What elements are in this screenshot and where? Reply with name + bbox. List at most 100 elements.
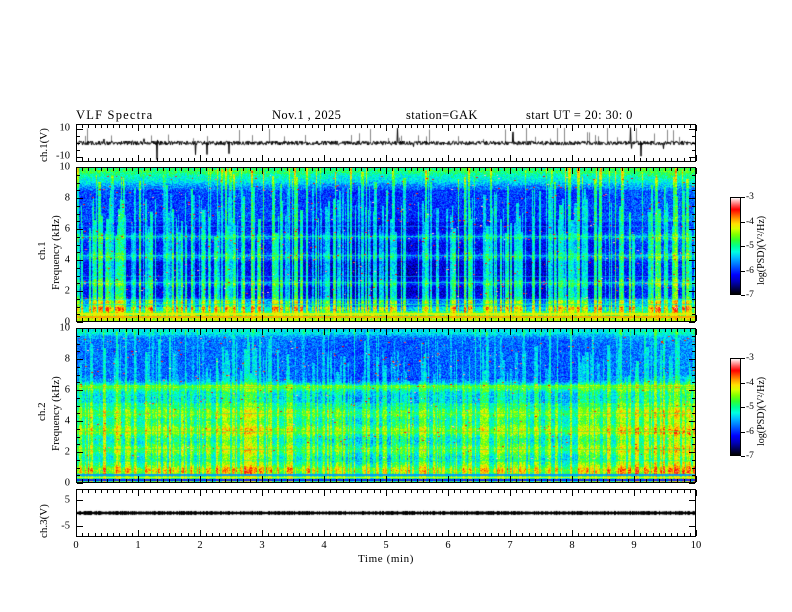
xtick-ch1-voltage: [225, 158, 226, 161]
x-axis-tick-label: 10: [690, 540, 702, 551]
xtick-ch3-voltage: [144, 533, 145, 536]
ytick-ch2-spectrogram: [77, 382, 80, 383]
xtick-ch1-spectrogram: [274, 168, 275, 171]
xtick-ch3-voltage: [423, 490, 424, 493]
x-axis-tick-label: 1: [135, 540, 141, 551]
xtick-ch3-voltage: [157, 490, 158, 493]
xtick-ch2-spectrogram: [485, 329, 486, 332]
xtick-ch1-spectrogram: [349, 318, 350, 321]
xtick-ch1-spectrogram: [150, 168, 151, 171]
xtick-ch1-spectrogram: [473, 318, 474, 321]
xtick-ch1-spectrogram: [398, 318, 399, 321]
xtick-ch2-spectrogram: [504, 329, 505, 332]
xtick-ch1-spectrogram: [522, 168, 523, 171]
xtick-ch1-voltage: [516, 158, 517, 161]
xtick-ch3-voltage: [467, 533, 468, 536]
ch1-voltage-ytick-neg10: -10: [56, 150, 70, 162]
xtick-ch1-voltage: [169, 125, 170, 128]
xtick-ch1-voltage: [299, 125, 300, 128]
ch1-colorbar-label: log(PSD)(V²/Hz): [756, 215, 767, 285]
xtick-ch2-spectrogram: [101, 479, 102, 482]
xtick-ch3-voltage: [411, 490, 412, 493]
xtick-ch3-voltage: [101, 490, 102, 493]
xtick-ch1-voltage: [597, 158, 598, 161]
xtick-ch2-spectrogram: [274, 329, 275, 332]
ytick-ch2-spectrogram: [77, 351, 80, 352]
xtick-ch3-voltage: [485, 533, 486, 536]
xtick-ch3-voltage: [572, 490, 573, 496]
xtick-ch2-spectrogram: [560, 479, 561, 482]
colorbar-tick-label-ch1: -4: [746, 216, 754, 227]
xtick-ch3-voltage: [274, 490, 275, 493]
xtick-ch3-voltage: [380, 533, 381, 536]
xtick-ch3-voltage: [82, 490, 83, 493]
xtick-ch1-spectrogram: [219, 318, 220, 321]
xtick-ch3-voltage: [349, 533, 350, 536]
xtick-ch3-voltage: [194, 490, 195, 493]
xtick-ch1-spectrogram: [262, 168, 263, 174]
xtick-ch1-voltage: [132, 125, 133, 128]
xtick-ch3-voltage: [603, 533, 604, 536]
xtick-ch3-voltage: [429, 490, 430, 493]
x-axis-tick-label: 9: [631, 540, 637, 551]
xtick-ch2-spectrogram: [491, 479, 492, 482]
xtick-ch1-spectrogram: [231, 318, 232, 321]
xtick-ch2-spectrogram: [194, 329, 195, 332]
xtick-ch3-voltage: [690, 490, 691, 493]
xtick-ch3-voltage: [126, 490, 127, 493]
xtick-ch1-voltage: [634, 125, 635, 131]
xtick-ch1-voltage: [467, 158, 468, 161]
xtick-ch2-spectrogram: [268, 329, 269, 332]
xtick-ch3-voltage: [299, 490, 300, 493]
xtick-ch2-spectrogram: [256, 329, 257, 332]
xtick-ch3-voltage: [231, 533, 232, 536]
ytick-ch2-spectrogram: [692, 406, 695, 407]
xtick-ch3-voltage: [597, 533, 598, 536]
ytick-ch2-spectrogram: [77, 444, 80, 445]
ytick-ch1-spectrogram: [692, 183, 695, 184]
ytick-ch3-voltage: [689, 513, 695, 514]
xtick-ch1-spectrogram: [584, 318, 585, 321]
xtick-ch1-spectrogram: [367, 318, 368, 321]
xtick-ch3-voltage: [243, 490, 244, 493]
xtick-ch1-voltage: [566, 158, 567, 161]
ytick-ch1-spectrogram: [692, 190, 695, 191]
ytick-ch2-spectrogram: [77, 336, 80, 337]
xtick-ch1-spectrogram: [163, 168, 164, 171]
xtick-ch2-spectrogram: [181, 329, 182, 332]
xtick-ch1-spectrogram: [281, 168, 282, 171]
ytick-label-ch1-spectrogram: 8: [64, 192, 70, 204]
xtick-ch3-voltage: [330, 533, 331, 536]
xtick-ch1-spectrogram: [659, 168, 660, 171]
xtick-ch1-voltage: [504, 158, 505, 161]
xtick-ch1-spectrogram: [417, 168, 418, 171]
xtick-ch1-voltage: [361, 125, 362, 128]
xtick-ch1-spectrogram: [485, 318, 486, 321]
xtick-ch3-voltage: [361, 533, 362, 536]
xtick-ch2-spectrogram: [293, 479, 294, 482]
xtick-ch1-spectrogram: [684, 168, 685, 171]
xtick-ch2-spectrogram: [206, 329, 207, 332]
xtick-ch1-spectrogram: [677, 318, 678, 321]
colorbar-tick-ch1: [741, 271, 745, 272]
xtick-ch1-voltage: [287, 158, 288, 161]
xtick-ch3-voltage: [138, 530, 139, 536]
xtick-ch2-spectrogram: [312, 329, 313, 332]
xtick-ch1-voltage: [671, 125, 672, 128]
xtick-ch2-spectrogram: [101, 329, 102, 332]
xtick-ch2-spectrogram: [206, 479, 207, 482]
xtick-ch2-spectrogram: [634, 329, 635, 335]
ytick-ch1-voltage: [77, 129, 83, 130]
xtick-ch2-spectrogram: [274, 479, 275, 482]
xtick-ch2-spectrogram: [405, 479, 406, 482]
xtick-ch1-spectrogram: [250, 168, 251, 171]
xtick-ch1-voltage: [684, 125, 685, 128]
ch2-colorbar-label: log(PSD)(V²/Hz): [756, 376, 767, 446]
xtick-ch3-voltage: [256, 490, 257, 493]
xtick-ch1-spectrogram: [119, 318, 120, 321]
xtick-ch3-voltage: [113, 490, 114, 493]
xtick-ch1-spectrogram: [380, 168, 381, 171]
xtick-ch1-voltage: [206, 125, 207, 128]
xtick-ch2-spectrogram: [76, 476, 77, 482]
xtick-ch1-voltage: [287, 125, 288, 128]
